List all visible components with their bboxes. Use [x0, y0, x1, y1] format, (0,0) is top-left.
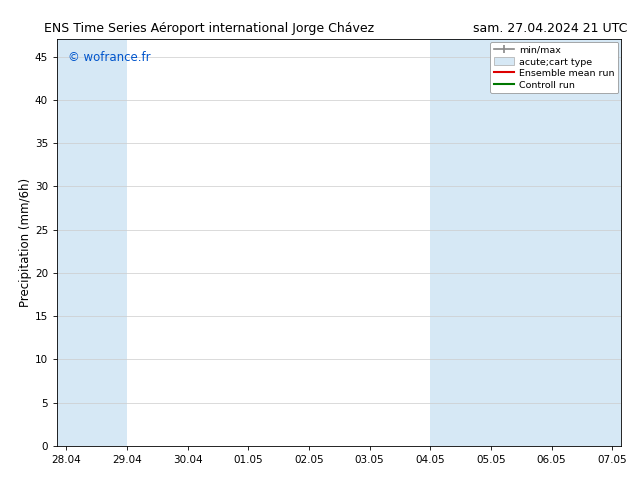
Bar	[430, 39, 491, 446]
Text: sam. 27.04.2024 21 UTC: sam. 27.04.2024 21 UTC	[474, 22, 628, 35]
Y-axis label: Precipitation (mm/6h): Precipitation (mm/6h)	[19, 178, 32, 307]
Bar	[57, 39, 127, 446]
Bar	[552, 39, 621, 446]
Legend: min/max, acute;cart type, Ensemble mean run, Controll run: min/max, acute;cart type, Ensemble mean …	[490, 42, 619, 94]
Text: ENS Time Series Aéroport international Jorge Chávez: ENS Time Series Aéroport international J…	[44, 22, 375, 35]
Text: © wofrance.fr: © wofrance.fr	[68, 51, 151, 64]
Bar	[491, 39, 552, 446]
